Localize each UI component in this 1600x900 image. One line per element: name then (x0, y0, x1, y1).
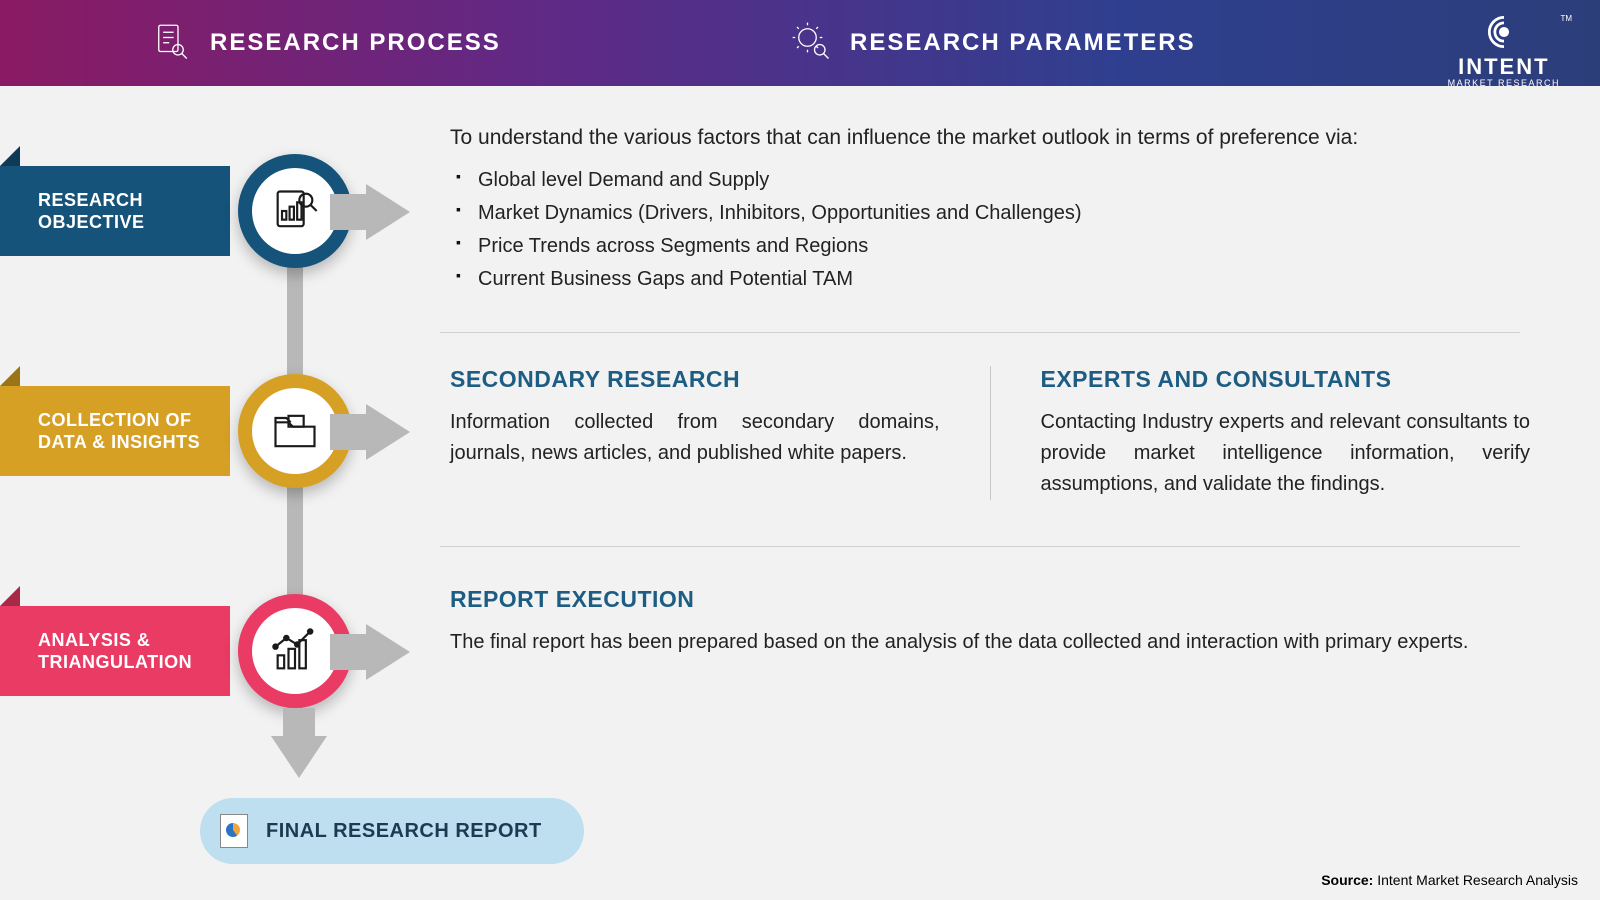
block3-title: REPORT EXECUTION (450, 586, 1530, 613)
doc-chart-icon (269, 185, 321, 237)
bullet-item: Current Business Gaps and Potential TAM (450, 263, 1530, 296)
report-doc-icon (220, 814, 248, 848)
content-block-3: REPORT EXECUTION The final report has be… (450, 586, 1530, 658)
brand-logo: TM INTENT MARKET RESEARCH (1448, 10, 1560, 88)
step-label-3-text: ANALYSIS & TRIANGULATION (38, 629, 192, 674)
header-left-title: RESEARCH PROCESS (210, 29, 501, 57)
block1-lead: To understand the various factors that c… (450, 126, 1530, 150)
step-label-1-text: RESEARCH OBJECTIVE (38, 189, 145, 234)
step-label-2: COLLECTION OF DATA & INSIGHTS (0, 386, 230, 476)
bar-trend-icon (269, 625, 321, 677)
col1-title: SECONDARY RESEARCH (450, 366, 940, 393)
separator-1 (440, 332, 1520, 333)
block2-col1: SECONDARY RESEARCH Information collected… (450, 366, 940, 500)
source-label: Source: (1321, 872, 1373, 888)
final-report-label: FINAL RESEARCH REPORT (266, 820, 542, 843)
bullet-item: Market Dynamics (Drivers, Inhibitors, Op… (450, 197, 1530, 230)
logo-tm: TM (1560, 14, 1572, 23)
doc-search-icon (150, 20, 192, 67)
block2-col2: EXPERTS AND CONSULTANTS Contacting Indus… (1041, 366, 1531, 500)
step-label-2-text: COLLECTION OF DATA & INSIGHTS (38, 409, 200, 454)
content-block-1: To understand the various factors that c… (450, 126, 1530, 296)
diagram-canvas: RESEARCH OBJECTIVE COLLECTION OF DATA & … (0, 86, 1600, 900)
header-left-group: RESEARCH PROCESS (150, 20, 501, 67)
bullet-item: Global level Demand and Supply (450, 164, 1530, 197)
final-report-pill: FINAL RESEARCH REPORT (200, 798, 584, 864)
col2-title: EXPERTS AND CONSULTANTS (1041, 366, 1531, 393)
arrow-down (271, 736, 327, 778)
content-block-2: SECONDARY RESEARCH Information collected… (450, 366, 1530, 500)
bullet-item: Price Trends across Segments and Regions (450, 230, 1530, 263)
header-right-title: RESEARCH PARAMETERS (850, 29, 1196, 57)
wifi-target-icon (1482, 10, 1526, 54)
header-bar: RESEARCH PROCESS RESEARCH PARAMETERS TM … (0, 0, 1600, 86)
arrow-right-3 (366, 624, 410, 680)
arrow-right-1 (366, 184, 410, 240)
arrow-right-2 (366, 404, 410, 460)
logo-name: INTENT (1458, 54, 1549, 80)
col1-text: Information collected from secondary dom… (450, 407, 940, 469)
block3-text: The final report has been prepared based… (450, 627, 1530, 658)
source-attribution: Source: Intent Market Research Analysis (1321, 872, 1578, 888)
folder-icon (269, 405, 321, 457)
separator-2 (440, 546, 1520, 547)
col2-text: Contacting Industry experts and relevant… (1041, 407, 1531, 500)
block1-bullets: Global level Demand and Supply Market Dy… (450, 164, 1530, 296)
step-label-3: ANALYSIS & TRIANGULATION (0, 606, 230, 696)
column-divider (990, 366, 991, 500)
source-text: Intent Market Research Analysis (1373, 872, 1578, 888)
gear-search-icon (790, 20, 832, 67)
header-right-group: RESEARCH PARAMETERS (790, 20, 1196, 67)
step-label-1: RESEARCH OBJECTIVE (0, 166, 230, 256)
